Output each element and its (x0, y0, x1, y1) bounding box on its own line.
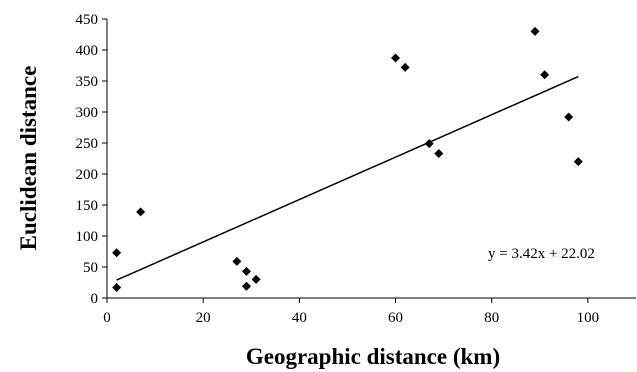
y-tick-label: 350 (76, 74, 99, 90)
x-tick-label: 60 (388, 310, 403, 326)
y-tick-label: 0 (91, 291, 99, 307)
x-tick-label: 40 (292, 310, 307, 326)
data-point (564, 112, 574, 122)
data-points (112, 26, 583, 292)
data-point (241, 266, 251, 276)
y-tick-label: 150 (76, 198, 99, 214)
data-point (530, 26, 540, 36)
data-point (112, 248, 122, 258)
data-point (434, 149, 444, 159)
y-tick-label: 400 (76, 43, 99, 59)
y-tick-label: 200 (76, 167, 99, 183)
data-point (391, 53, 401, 63)
trendline (116, 75, 579, 281)
data-point (424, 139, 434, 149)
data-point (232, 256, 242, 266)
data-point (400, 62, 410, 72)
y-axis-title: Euclidean distance (16, 66, 41, 251)
y-tick-label: 450 (76, 12, 99, 28)
y-tick-label: 50 (83, 260, 98, 276)
data-point (251, 274, 261, 284)
x-tick-label: 0 (103, 310, 111, 326)
regression-equation: y = 3.42x + 22.02 (488, 246, 595, 262)
y-axis-ticks: 0 50 100 150 200 250 300 350 400 450 (76, 12, 107, 307)
x-axis-ticks: 0 20 40 60 80 100 (103, 298, 599, 326)
x-tick-label: 20 (196, 310, 211, 326)
data-point (112, 282, 122, 292)
y-tick-label: 300 (76, 105, 99, 121)
data-point (540, 70, 550, 80)
y-tick-label: 250 (76, 136, 99, 152)
x-tick-label: 100 (577, 310, 600, 326)
x-tick-label: 80 (484, 310, 499, 326)
data-point (136, 207, 146, 217)
y-tick-label: 100 (76, 229, 99, 245)
data-point (573, 157, 583, 167)
data-point (241, 281, 251, 291)
x-axis-title: Geographic distance (km) (246, 344, 500, 369)
